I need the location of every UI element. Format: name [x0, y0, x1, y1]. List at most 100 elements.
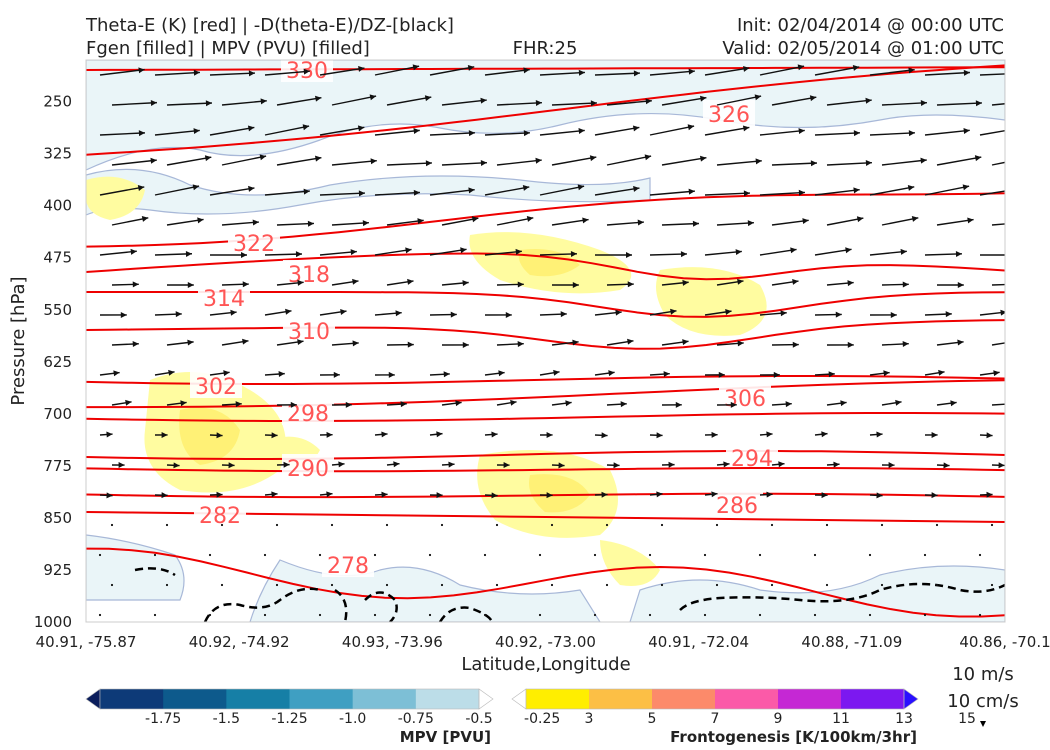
wind-vector-dot — [660, 523, 664, 527]
wind-vector-shaft — [594, 72, 640, 76]
wind-vector-head — [413, 128, 420, 134]
colorbar-segment — [778, 689, 842, 709]
wind-vector-head — [106, 431, 113, 438]
wind-vector-dot — [770, 583, 774, 587]
wind-vector-dot — [165, 583, 169, 587]
wind-vector-head — [1018, 186, 1024, 192]
wind-vector-head — [589, 155, 597, 162]
wind-vector-dot — [593, 553, 597, 557]
wind-vector-shaft — [991, 161, 1005, 166]
wind-vector-shaft — [936, 218, 974, 226]
wind-vector-shaft — [99, 186, 145, 196]
wind-vector-head — [845, 247, 852, 254]
theta-e-contour-label-bg — [282, 399, 334, 425]
wind-vector-head — [792, 278, 799, 285]
wind-vector-head — [718, 371, 725, 378]
wind-vector-shaft — [209, 187, 255, 196]
wind-vector-head — [577, 184, 585, 191]
theta-e-contour-label: 318 — [288, 263, 330, 288]
wind-vector-shaft — [484, 250, 522, 256]
wind-vector-head — [975, 100, 982, 107]
wind-vector-shaft — [551, 218, 589, 226]
wind-vector-head — [572, 339, 579, 346]
wind-vector-head — [743, 65, 750, 72]
wind-vector-head — [773, 371, 780, 378]
wind-vector-head — [345, 401, 352, 408]
colorbar-outline — [99, 688, 480, 710]
wind-vector-dot — [978, 553, 982, 557]
wind-vector-shaft — [991, 223, 1005, 226]
wind-vector-head — [283, 461, 290, 468]
wind-vector-head — [352, 278, 359, 285]
wind-vector-head — [645, 98, 652, 105]
wind-vector-shaft — [331, 160, 377, 166]
wind-vector-head — [802, 218, 809, 225]
wind-vector-head — [656, 432, 663, 439]
wind-vector-shaft — [704, 250, 742, 256]
wind-vector-dot — [813, 553, 817, 557]
wind-vector-dot — [165, 523, 169, 527]
wind-vector-shaft — [979, 190, 1005, 196]
wind-vector-shaft — [991, 283, 1005, 286]
wind-vector-shaft — [441, 99, 487, 106]
wind-vector-head — [735, 249, 742, 256]
wind-vector-shaft — [264, 125, 310, 136]
wind-vector-head — [535, 157, 542, 164]
wind-vector-head — [670, 308, 677, 315]
wind-vector-head — [663, 371, 670, 378]
wind-vector-head — [1011, 252, 1017, 258]
wind-vector-shaft — [374, 248, 412, 256]
wind-vector-shaft — [979, 73, 1005, 76]
wind-vector-head — [1019, 70, 1025, 76]
wind-vector-shaft — [276, 156, 322, 166]
wind-vector-head — [601, 491, 608, 498]
wind-vector-dot — [110, 523, 114, 527]
wind-vector-shaft — [374, 65, 420, 76]
wind-vector-head — [240, 251, 247, 258]
x-tick-label: 40.92, -74.92 — [189, 633, 290, 651]
wind-vector-head — [692, 220, 699, 227]
wind-vector-shaft — [496, 159, 542, 166]
wind-vector-shaft — [539, 129, 585, 136]
wind-vector-shaft — [319, 192, 365, 196]
wind-vector-head — [450, 311, 457, 318]
wind-vector-shaft — [484, 186, 530, 196]
wind-vector-shaft — [264, 70, 310, 76]
wind-vector-head — [852, 65, 860, 71]
wind-vector-shaft — [386, 219, 424, 226]
wind-vector-head — [326, 431, 333, 438]
wind-vector-dot — [208, 553, 212, 557]
wind-vector-shaft — [154, 129, 200, 136]
wind-vector-head — [491, 492, 498, 499]
wind-vector-head — [297, 339, 304, 346]
wind-vector-shaft — [704, 67, 750, 76]
wind-vector-dot — [110, 583, 114, 587]
wind-vector-dot — [978, 613, 982, 617]
wind-vector-shaft — [386, 162, 432, 166]
wind-vector-head — [338, 461, 345, 468]
wind-vector-shaft — [221, 221, 259, 226]
wind-vector-head — [362, 220, 369, 227]
wind-vector-head — [413, 189, 420, 196]
wind-vector-head — [656, 491, 663, 498]
wind-vector-shaft — [759, 248, 797, 256]
wind-vector-shaft — [539, 253, 578, 256]
wind-vector-dot — [550, 583, 554, 587]
theta-e-contour-label: 302 — [195, 375, 237, 400]
wind-vector-shaft — [374, 129, 420, 136]
wind-vector-head — [840, 400, 847, 407]
wind-vector-head — [517, 341, 524, 347]
y-axis-ticks: 250 325 400 475 550 625 700 775 850 925 1000 — [34, 93, 72, 631]
wind-vector-head — [785, 401, 792, 408]
theta-e-contour-label-bg — [719, 384, 771, 410]
wind-vector-dot — [758, 613, 762, 617]
stability-contour-5 — [438, 606, 494, 622]
wind-vector-head — [876, 492, 883, 499]
x-tick-label: 40.91, -72.04 — [648, 633, 749, 651]
wind-vector-head — [620, 401, 627, 408]
wind-vector-head — [417, 218, 424, 225]
colorbar-segment — [352, 689, 417, 709]
colorbar-tick-label: -1.0 — [339, 711, 366, 727]
wind-vector-head — [986, 432, 993, 439]
mpv-fill-bottom-right — [629, 565, 1005, 622]
